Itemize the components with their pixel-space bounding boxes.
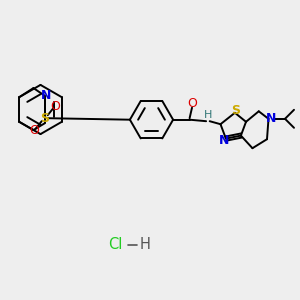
Text: N: N	[40, 89, 51, 102]
Text: H: H	[204, 110, 212, 120]
Text: S: S	[40, 112, 49, 125]
Text: O: O	[29, 124, 39, 137]
Text: Cl: Cl	[108, 237, 123, 252]
Text: H: H	[140, 237, 151, 252]
Text: S: S	[231, 104, 240, 118]
Text: N: N	[219, 134, 230, 148]
Text: N: N	[266, 112, 276, 125]
Text: O: O	[50, 100, 60, 113]
Text: O: O	[187, 97, 197, 110]
